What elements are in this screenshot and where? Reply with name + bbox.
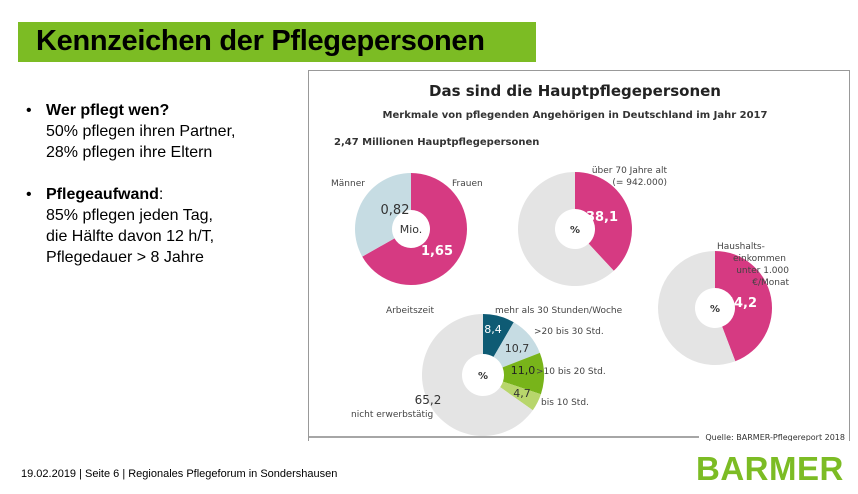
value-over-30: 8,4 [484,323,502,336]
donut-1-segment [355,173,411,257]
donut-4-segment [502,352,544,395]
bullet-colon: : [158,186,164,203]
annotation-income-3: unter 1.000 [736,266,789,276]
value-20-30: 10,7 [505,342,530,355]
label-10-20: >10 bis 20 Std. [536,367,606,377]
value-10-20: 11,0 [511,364,536,377]
slide-footer: 19.02.2019 | Seite 6 | Regionales Pflege… [21,468,338,480]
infographic-title: Das sind die Hauptpflegepersonen [429,82,721,100]
donut-3-segment [658,251,736,365]
value-frauen: 1,65 [421,244,453,259]
bullet-line: Pflegedauer > 8 Jahre [46,249,204,266]
center-label-pct: % [478,371,488,382]
label-20-30: >20 bis 30 Std. [534,327,604,337]
value-to-10: 4,7 [513,387,531,400]
annotation-count: (= 942.000) [612,178,667,188]
infographic-svg: Das sind die Hauptpflegepersonen Merkmal… [309,82,845,442]
bullet-heading: Wer pflegt wen? [46,102,170,119]
infographic: Das sind die Hauptpflegepersonen Merkmal… [308,70,850,442]
slide-title: Kennzeichen der Pflegepersonen [36,25,485,57]
bullet-heading: Pflegeaufwand [46,186,159,203]
center-label-pct: % [570,225,580,236]
bullet-effort: • Pflegeaufwand: 85% pflegen jeden Tag, … [26,184,235,268]
label-frauen: Frauen [452,179,483,189]
title-banner: Kennzeichen der Pflegepersonen [18,22,536,62]
value-over-70: 38,1 [586,210,618,225]
donut-1-segment [362,173,467,285]
donut-3-segment [715,251,772,362]
bullet-icon: • [26,186,32,203]
donut-2-segment [575,172,632,271]
donut-2-segment [518,172,614,286]
value-income: 44,2 [725,296,757,311]
bullet-list: • Wer pflegt wen? 50% pflegen ihren Part… [26,100,235,289]
infographic-subtitle: Merkmale von pflegenden Angehörigen in D… [383,110,768,121]
label-arbeitszeit: Arbeitszeit [386,306,435,316]
label-maenner: Männer [331,179,365,189]
total-label: 2,47 Millionen Hauptpflegepersonen [334,137,539,148]
annotation-income-4: €/Monat [752,278,789,288]
value-maenner: 0,82 [381,203,410,218]
source-label: Quelle: BARMER-Pflegereport 2018 [705,433,845,441]
bullet-icon: • [26,102,32,119]
label-not-employed: nicht erwerbstätig [351,410,433,420]
donut-4-segment [421,314,533,436]
label-over-30: mehr als 30 Stunden/Woche [495,306,623,316]
label-to-10: bis 10 Std. [541,398,589,408]
annotation-income-2: einkommen [733,254,786,264]
bullet-line: 85% pflegen jeden Tag, [46,207,213,224]
bullet-line: 50% pflegen ihren Partner, [46,123,236,140]
bullet-who-cares: • Wer pflegt wen? 50% pflegen ihren Part… [26,100,235,163]
annotation-income-1: Haushalts- [717,242,765,252]
center-label-pct: % [710,304,720,315]
donut-4-segment [500,381,541,411]
bullet-line: die Hälfte davon 12 h/T, [46,228,215,245]
value-not-employed: 65,2 [415,393,442,407]
center-label-mio: Mio. [400,223,423,236]
donut-4-segment [493,322,540,368]
barmer-logo: BARMER [696,450,844,487]
annotation-over-70: über 70 Jahre alt [592,166,668,176]
bullet-line: 28% pflegen ihre Eltern [46,144,213,161]
donut-4-segment [483,314,514,357]
